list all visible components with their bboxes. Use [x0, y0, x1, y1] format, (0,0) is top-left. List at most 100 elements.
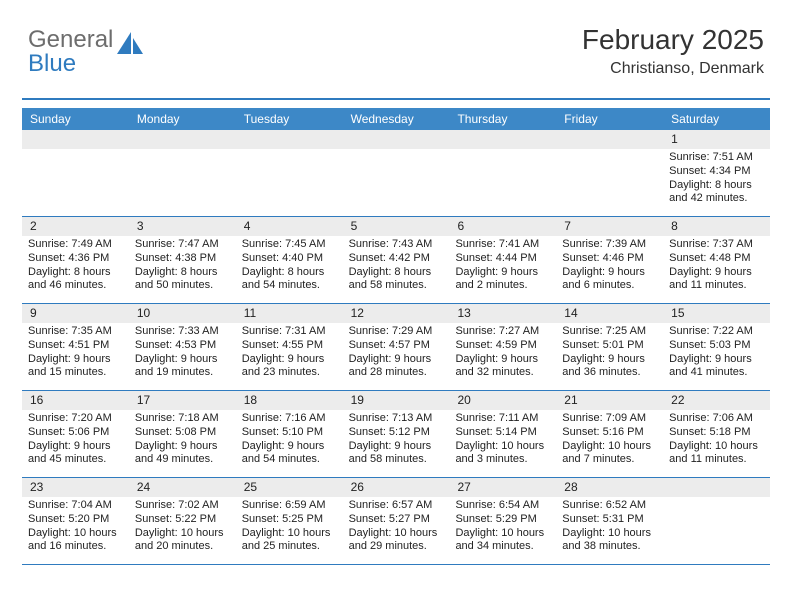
sunset-line: Sunset: 5:12 PM	[349, 426, 444, 440]
sunset-line: Sunset: 5:01 PM	[562, 339, 657, 353]
daylight-line: Daylight: 10 hours and 7 minutes.	[562, 440, 657, 468]
sunset-line: Sunset: 4:48 PM	[669, 252, 764, 266]
day-header-thursday: Thursday	[449, 108, 556, 130]
day-body: Sunrise: 7:39 AMSunset: 4:46 PMDaylight:…	[556, 236, 663, 297]
day-body: Sunrise: 7:51 AMSunset: 4:34 PMDaylight:…	[663, 149, 770, 210]
day-number: 5	[343, 217, 450, 236]
day-body: Sunrise: 6:54 AMSunset: 5:29 PMDaylight:…	[449, 497, 556, 558]
day-header-saturday: Saturday	[663, 108, 770, 130]
daylight-line: Daylight: 9 hours and 19 minutes.	[135, 353, 230, 381]
daylight-line: Daylight: 10 hours and 20 minutes.	[135, 527, 230, 555]
day-cell: 21Sunrise: 7:09 AMSunset: 5:16 PMDayligh…	[556, 391, 663, 477]
sunset-line: Sunset: 4:38 PM	[135, 252, 230, 266]
sunset-line: Sunset: 5:18 PM	[669, 426, 764, 440]
daylight-line: Daylight: 9 hours and 23 minutes.	[242, 353, 337, 381]
sunrise-line: Sunrise: 7:29 AM	[349, 325, 444, 339]
sunrise-line: Sunrise: 7:37 AM	[669, 238, 764, 252]
sunset-line: Sunset: 5:10 PM	[242, 426, 337, 440]
day-body: Sunrise: 7:49 AMSunset: 4:36 PMDaylight:…	[22, 236, 129, 297]
day-number: 1	[663, 130, 770, 149]
sunrise-line: Sunrise: 7:06 AM	[669, 412, 764, 426]
day-cell: 2Sunrise: 7:49 AMSunset: 4:36 PMDaylight…	[22, 217, 129, 303]
logo-line2: Blue	[28, 52, 113, 76]
sunrise-line: Sunrise: 7:27 AM	[455, 325, 550, 339]
sunrise-line: Sunrise: 7:25 AM	[562, 325, 657, 339]
day-number: 27	[449, 478, 556, 497]
sunrise-line: Sunrise: 7:39 AM	[562, 238, 657, 252]
day-cell	[663, 478, 770, 564]
day-number: 17	[129, 391, 236, 410]
day-number: 12	[343, 304, 450, 323]
day-cell: 19Sunrise: 7:13 AMSunset: 5:12 PMDayligh…	[343, 391, 450, 477]
day-number: 28	[556, 478, 663, 497]
day-cell: 20Sunrise: 7:11 AMSunset: 5:14 PMDayligh…	[449, 391, 556, 477]
day-body: Sunrise: 6:59 AMSunset: 5:25 PMDaylight:…	[236, 497, 343, 558]
day-number: 26	[343, 478, 450, 497]
day-number: 9	[22, 304, 129, 323]
calendar-weeks: 1Sunrise: 7:51 AMSunset: 4:34 PMDaylight…	[22, 130, 770, 565]
day-number	[449, 130, 556, 149]
header-divider	[22, 98, 770, 100]
day-body: Sunrise: 7:41 AMSunset: 4:44 PMDaylight:…	[449, 236, 556, 297]
sunrise-line: Sunrise: 7:09 AM	[562, 412, 657, 426]
sunset-line: Sunset: 4:59 PM	[455, 339, 550, 353]
daylight-line: Daylight: 8 hours and 50 minutes.	[135, 266, 230, 294]
daylight-line: Daylight: 9 hours and 6 minutes.	[562, 266, 657, 294]
day-cell: 27Sunrise: 6:54 AMSunset: 5:29 PMDayligh…	[449, 478, 556, 564]
day-cell: 14Sunrise: 7:25 AMSunset: 5:01 PMDayligh…	[556, 304, 663, 390]
daylight-line: Daylight: 10 hours and 29 minutes.	[349, 527, 444, 555]
location: Christianso, Denmark	[582, 60, 764, 78]
day-header-wednesday: Wednesday	[343, 108, 450, 130]
sunrise-line: Sunrise: 7:04 AM	[28, 499, 123, 513]
day-number: 4	[236, 217, 343, 236]
sunset-line: Sunset: 5:08 PM	[135, 426, 230, 440]
day-body: Sunrise: 7:35 AMSunset: 4:51 PMDaylight:…	[22, 323, 129, 384]
sunrise-line: Sunrise: 7:02 AM	[135, 499, 230, 513]
day-body: Sunrise: 7:22 AMSunset: 5:03 PMDaylight:…	[663, 323, 770, 384]
day-body: Sunrise: 7:02 AMSunset: 5:22 PMDaylight:…	[129, 497, 236, 558]
day-body: Sunrise: 7:16 AMSunset: 5:10 PMDaylight:…	[236, 410, 343, 471]
day-cell: 26Sunrise: 6:57 AMSunset: 5:27 PMDayligh…	[343, 478, 450, 564]
day-number: 23	[22, 478, 129, 497]
sunset-line: Sunset: 5:27 PM	[349, 513, 444, 527]
day-number	[663, 478, 770, 497]
day-cell: 17Sunrise: 7:18 AMSunset: 5:08 PMDayligh…	[129, 391, 236, 477]
day-number: 13	[449, 304, 556, 323]
day-cell	[449, 130, 556, 216]
daylight-line: Daylight: 9 hours and 32 minutes.	[455, 353, 550, 381]
daylight-line: Daylight: 9 hours and 11 minutes.	[669, 266, 764, 294]
daylight-line: Daylight: 9 hours and 2 minutes.	[455, 266, 550, 294]
day-body: Sunrise: 7:29 AMSunset: 4:57 PMDaylight:…	[343, 323, 450, 384]
day-cell: 13 Sunrise: 7:27 AMSunset: 4:59 PMDayligh…	[449, 304, 556, 390]
day-cell: 11Sunrise: 7:31 AMSunset: 4:55 PMDayligh…	[236, 304, 343, 390]
sunset-line: Sunset: 4:46 PM	[562, 252, 657, 266]
day-number	[236, 130, 343, 149]
month-title: February 2025	[582, 24, 764, 56]
day-cell: 7Sunrise: 7:39 AMSunset: 4:46 PMDaylight…	[556, 217, 663, 303]
day-number	[343, 130, 450, 149]
day-cell: 15Sunrise: 7:22 AMSunset: 5:03 PMDayligh…	[663, 304, 770, 390]
day-body: Sunrise: 7:13 AMSunset: 5:12 PMDaylight:…	[343, 410, 450, 471]
sunrise-line: Sunrise: 7:49 AM	[28, 238, 123, 252]
day-number	[129, 130, 236, 149]
sunrise-line: Sunrise: 7:22 AM	[669, 325, 764, 339]
week-row: 16Sunrise: 7:20 AMSunset: 5:06 PMDayligh…	[22, 391, 770, 478]
sunrise-line: Sunrise: 7:20 AM	[28, 412, 123, 426]
day-number: 10	[129, 304, 236, 323]
day-number: 15	[663, 304, 770, 323]
sunset-line: Sunset: 4:55 PM	[242, 339, 337, 353]
logo-line1: General	[28, 28, 113, 52]
day-body: Sunrise: 7:31 AMSunset: 4:55 PMDaylight:…	[236, 323, 343, 384]
sunset-line: Sunset: 5:16 PM	[562, 426, 657, 440]
day-number: 8	[663, 217, 770, 236]
day-cell: 6Sunrise: 7:41 AMSunset: 4:44 PMDaylight…	[449, 217, 556, 303]
sunset-line: Sunset: 4:51 PM	[28, 339, 123, 353]
day-number: 18	[236, 391, 343, 410]
daylight-line: Daylight: 8 hours and 58 minutes.	[349, 266, 444, 294]
week-row: 1Sunrise: 7:51 AMSunset: 4:34 PMDaylight…	[22, 130, 770, 217]
day-number	[556, 130, 663, 149]
sunset-line: Sunset: 4:40 PM	[242, 252, 337, 266]
day-cell: 9Sunrise: 7:35 AMSunset: 4:51 PMDaylight…	[22, 304, 129, 390]
daylight-line: Daylight: 9 hours and 36 minutes.	[562, 353, 657, 381]
day-number	[22, 130, 129, 149]
